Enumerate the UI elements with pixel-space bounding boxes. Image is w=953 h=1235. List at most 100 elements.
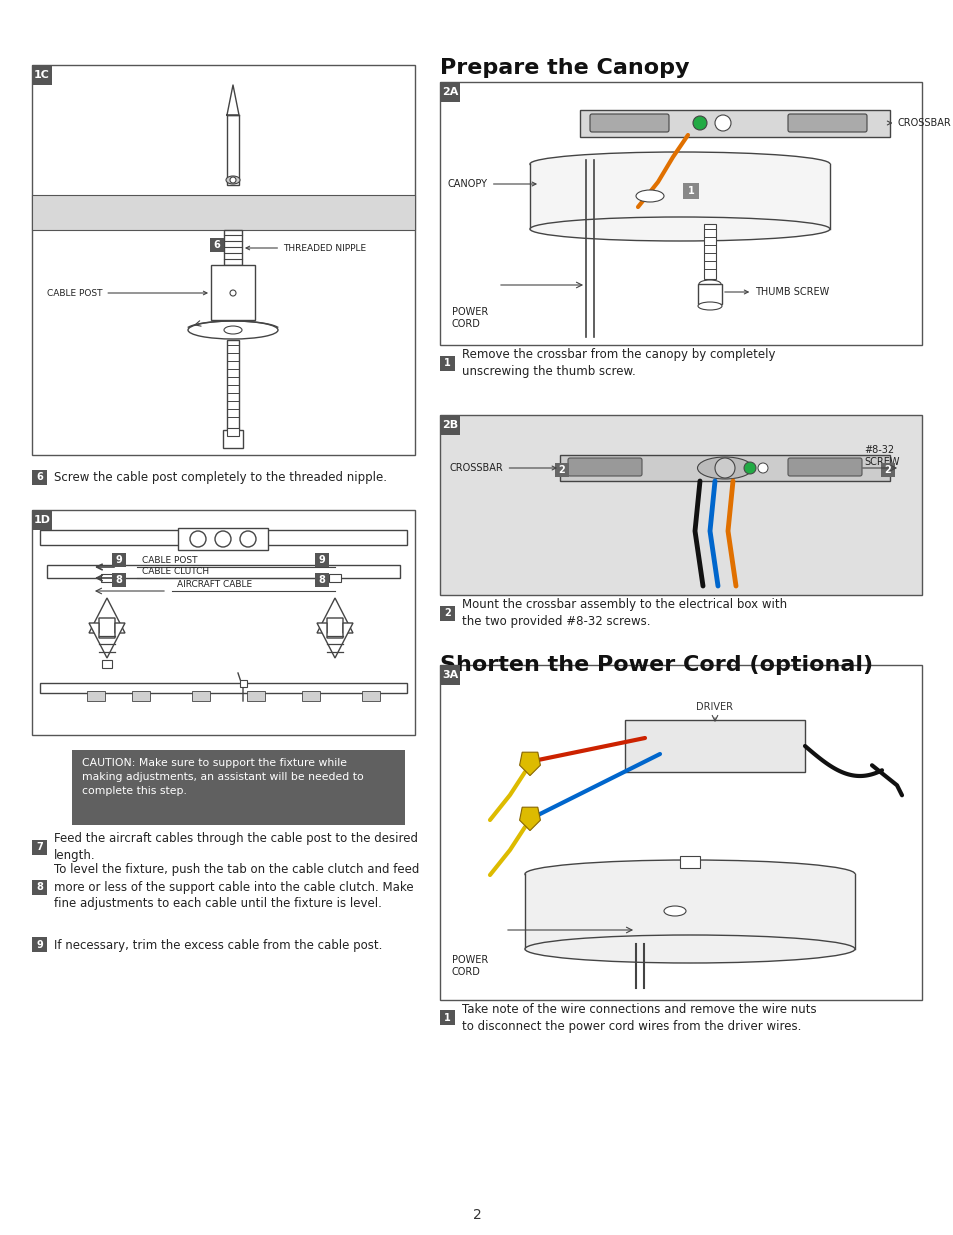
FancyBboxPatch shape bbox=[439, 605, 455, 620]
FancyBboxPatch shape bbox=[555, 463, 568, 477]
FancyBboxPatch shape bbox=[32, 469, 47, 484]
FancyBboxPatch shape bbox=[112, 573, 126, 587]
Text: 7: 7 bbox=[36, 842, 43, 852]
Bar bbox=[40, 530, 407, 545]
Text: 1: 1 bbox=[687, 186, 694, 196]
FancyArrow shape bbox=[361, 692, 379, 701]
FancyArrow shape bbox=[132, 692, 150, 701]
Text: AIRCRAFT CABLE: AIRCRAFT CABLE bbox=[177, 580, 252, 589]
Text: If necessary, trim the excess cable from the cable post.: If necessary, trim the excess cable from… bbox=[54, 939, 382, 951]
FancyBboxPatch shape bbox=[32, 840, 47, 855]
Polygon shape bbox=[519, 808, 539, 831]
FancyBboxPatch shape bbox=[439, 664, 459, 685]
Bar bbox=[703, 224, 716, 279]
FancyBboxPatch shape bbox=[439, 356, 455, 370]
FancyBboxPatch shape bbox=[32, 937, 47, 952]
Bar bbox=[101, 574, 112, 582]
Bar bbox=[32, 195, 415, 230]
Bar bbox=[211, 266, 254, 320]
Text: Shorten the Power Cord (optional): Shorten the Power Cord (optional) bbox=[439, 655, 872, 676]
Text: 6: 6 bbox=[213, 240, 220, 249]
Text: 6: 6 bbox=[36, 472, 43, 482]
Bar bbox=[439, 82, 921, 345]
FancyBboxPatch shape bbox=[880, 463, 894, 477]
FancyBboxPatch shape bbox=[589, 114, 668, 132]
Bar bbox=[32, 65, 415, 454]
Text: 9: 9 bbox=[36, 940, 43, 950]
FancyBboxPatch shape bbox=[32, 510, 52, 530]
Bar bbox=[439, 415, 921, 595]
Circle shape bbox=[692, 116, 706, 130]
Text: 2: 2 bbox=[472, 1208, 481, 1221]
Text: 1C: 1C bbox=[34, 70, 50, 80]
Bar bbox=[698, 284, 721, 304]
Bar bbox=[102, 659, 112, 668]
Bar bbox=[559, 454, 889, 480]
Bar bbox=[223, 430, 243, 448]
Bar bbox=[679, 856, 700, 868]
Text: CROSSBAR: CROSSBAR bbox=[886, 119, 951, 128]
FancyBboxPatch shape bbox=[32, 879, 47, 894]
Ellipse shape bbox=[530, 217, 829, 241]
Bar bbox=[227, 429, 239, 436]
FancyBboxPatch shape bbox=[314, 553, 329, 567]
FancyBboxPatch shape bbox=[314, 573, 329, 587]
FancyBboxPatch shape bbox=[439, 1010, 455, 1025]
Circle shape bbox=[190, 531, 206, 547]
Text: 1D: 1D bbox=[33, 515, 51, 525]
FancyBboxPatch shape bbox=[567, 458, 641, 475]
Text: CABLE POST: CABLE POST bbox=[142, 556, 197, 564]
Bar bbox=[40, 683, 407, 693]
FancyBboxPatch shape bbox=[112, 553, 126, 567]
Text: THREADED NIPPLE: THREADED NIPPLE bbox=[246, 243, 366, 252]
Text: To level the fixture, push the tab on the cable clutch and feed
more or less of : To level the fixture, push the tab on th… bbox=[54, 863, 419, 910]
Text: 3A: 3A bbox=[441, 671, 457, 680]
Text: CROSSBAR: CROSSBAR bbox=[450, 463, 556, 473]
FancyBboxPatch shape bbox=[682, 183, 699, 199]
Bar bbox=[227, 340, 239, 430]
Bar bbox=[71, 750, 405, 825]
Text: Prepare the Canopy: Prepare the Canopy bbox=[439, 58, 689, 78]
Text: 2: 2 bbox=[558, 466, 565, 475]
Polygon shape bbox=[519, 752, 539, 776]
FancyBboxPatch shape bbox=[439, 415, 459, 435]
Bar bbox=[240, 680, 247, 687]
Bar bbox=[624, 720, 804, 772]
Circle shape bbox=[230, 177, 235, 183]
Text: 1: 1 bbox=[444, 358, 451, 368]
Text: 2: 2 bbox=[444, 608, 451, 618]
FancyArrow shape bbox=[302, 692, 319, 701]
Text: 2A: 2A bbox=[441, 86, 457, 98]
Ellipse shape bbox=[636, 190, 663, 203]
Ellipse shape bbox=[697, 457, 752, 479]
Bar bbox=[524, 874, 854, 948]
Text: 8: 8 bbox=[318, 576, 325, 585]
Text: 8: 8 bbox=[36, 882, 43, 892]
Ellipse shape bbox=[530, 152, 829, 177]
Bar bbox=[579, 110, 889, 137]
Polygon shape bbox=[316, 622, 353, 658]
FancyArrow shape bbox=[87, 692, 105, 701]
Text: #8-32
SCREW: #8-32 SCREW bbox=[863, 445, 899, 467]
Circle shape bbox=[230, 290, 235, 296]
Text: Remove the crossbar from the canopy by completely
unscrewing the thumb screw.: Remove the crossbar from the canopy by c… bbox=[461, 348, 775, 378]
Text: Feed the aircraft cables through the cable post to the desired
length.: Feed the aircraft cables through the cab… bbox=[54, 832, 417, 862]
Text: 1: 1 bbox=[444, 1013, 451, 1023]
FancyBboxPatch shape bbox=[178, 529, 268, 550]
FancyArrow shape bbox=[247, 692, 265, 701]
Text: 2B: 2B bbox=[441, 420, 457, 430]
Text: THUMB SCREW: THUMB SCREW bbox=[724, 287, 828, 296]
Bar bbox=[32, 510, 415, 735]
Polygon shape bbox=[89, 598, 125, 634]
Text: CABLE CLUTCH: CABLE CLUTCH bbox=[142, 567, 209, 576]
Ellipse shape bbox=[224, 326, 242, 333]
Bar bbox=[530, 164, 829, 228]
Text: 9: 9 bbox=[115, 555, 122, 564]
Ellipse shape bbox=[699, 280, 720, 288]
FancyBboxPatch shape bbox=[32, 65, 52, 85]
Circle shape bbox=[743, 462, 755, 474]
FancyBboxPatch shape bbox=[787, 114, 866, 132]
Ellipse shape bbox=[226, 177, 240, 184]
Circle shape bbox=[758, 463, 767, 473]
FancyBboxPatch shape bbox=[787, 458, 862, 475]
